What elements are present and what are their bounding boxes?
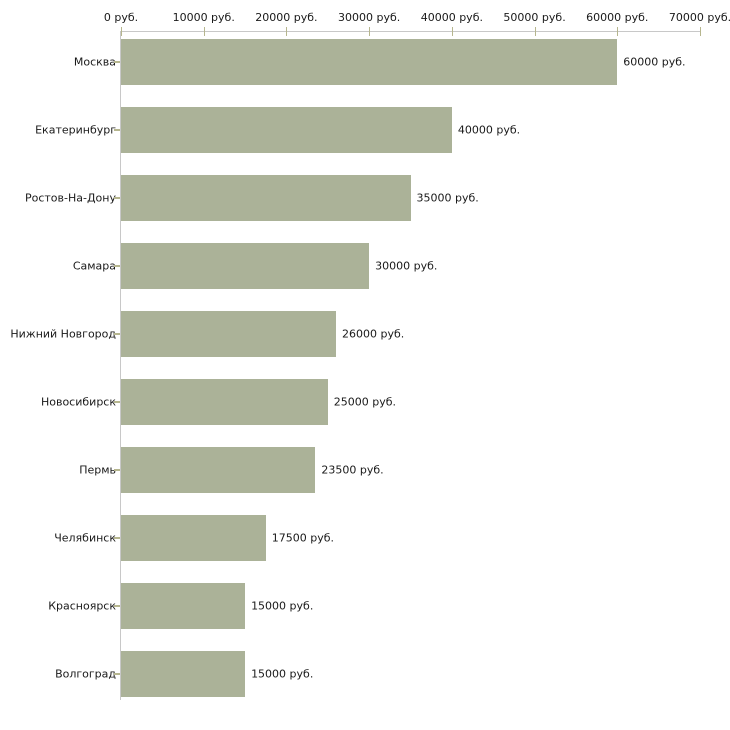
category-label: Волгоград xyxy=(55,667,116,681)
value-label: 40000 руб. xyxy=(457,123,521,137)
category-label: Челябинск xyxy=(54,531,116,545)
y-tick-mark xyxy=(114,469,120,471)
y-tick-mark xyxy=(114,197,120,199)
x-tick-label: 20000 руб. xyxy=(255,11,318,24)
x-tick-label: 30000 руб. xyxy=(338,11,401,24)
bar xyxy=(121,651,246,697)
value-label: 30000 руб. xyxy=(375,259,438,273)
bar xyxy=(121,175,411,221)
y-axis-line xyxy=(120,31,121,700)
bar xyxy=(121,515,266,561)
value-label: 15000 руб. xyxy=(251,599,314,613)
y-tick-mark xyxy=(114,537,120,539)
x-tick-mark xyxy=(204,27,205,36)
x-tick-mark xyxy=(452,27,453,36)
category-label: Екатеринбург xyxy=(35,123,116,137)
value-label: 60000 руб. xyxy=(623,55,686,69)
y-tick-mark xyxy=(114,401,120,403)
y-tick-mark xyxy=(114,265,120,267)
y-tick-mark xyxy=(114,333,120,335)
x-axis-line xyxy=(121,31,701,32)
bar xyxy=(121,107,452,153)
y-tick-mark xyxy=(114,61,120,63)
x-tick-label: 50000 руб. xyxy=(503,11,566,24)
x-tick-mark xyxy=(121,27,122,36)
value-label: 15000 руб. xyxy=(251,667,314,681)
category-label: Ростов-На-Дону xyxy=(24,191,116,205)
value-label: 26000 руб. xyxy=(342,327,405,341)
x-tick-label: 0 руб. xyxy=(103,11,139,24)
x-tick-mark xyxy=(369,27,370,36)
category-label: Пермь xyxy=(79,463,116,477)
category-label: Самара xyxy=(72,259,116,273)
bar xyxy=(121,39,618,85)
category-label: Новосибирск xyxy=(40,395,116,409)
x-tick-label: 60000 руб. xyxy=(586,11,649,24)
category-label: Москва xyxy=(73,55,116,69)
bar xyxy=(121,447,316,493)
value-label: 25000 руб. xyxy=(333,395,397,409)
x-tick-mark xyxy=(286,27,287,36)
x-tick-label: 40000 руб. xyxy=(420,11,483,24)
y-tick-mark xyxy=(114,605,120,607)
category-label: Красноярск xyxy=(48,599,116,613)
bar xyxy=(121,311,337,357)
value-label: 35000 руб. xyxy=(416,191,479,205)
category-label: Нижний Новгород xyxy=(10,327,116,341)
value-label: 23500 руб. xyxy=(321,463,384,477)
x-tick-mark xyxy=(617,27,618,36)
value-label: 17500 руб. xyxy=(271,531,335,545)
bar xyxy=(121,243,370,289)
y-tick-mark xyxy=(114,129,120,131)
x-tick-mark xyxy=(700,27,701,36)
bar xyxy=(121,583,246,629)
x-tick-label: 70000 руб. xyxy=(668,11,730,24)
x-tick-label: 10000 руб. xyxy=(172,11,235,24)
x-tick-mark xyxy=(535,27,536,36)
y-tick-mark xyxy=(114,673,120,675)
bar xyxy=(121,379,328,425)
